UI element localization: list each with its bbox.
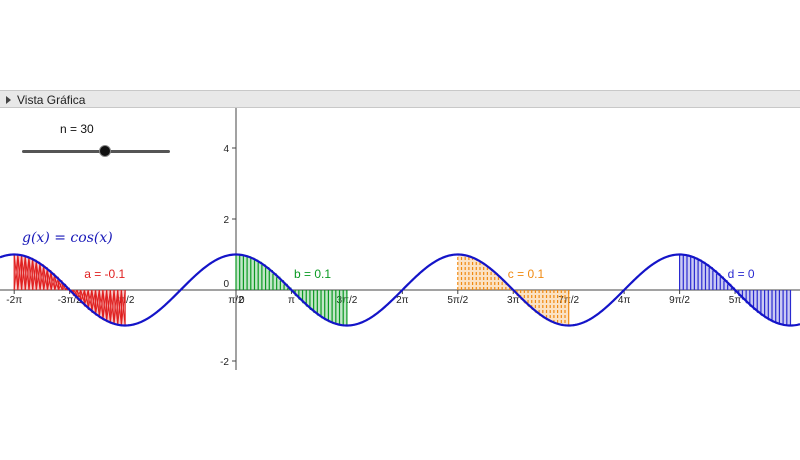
region-label[interactable]: a = -0.1 <box>84 267 125 281</box>
slider-knob[interactable] <box>99 145 112 157</box>
hatch-line <box>95 289 100 316</box>
y-tick-label: 4 <box>223 144 229 155</box>
hatch-line <box>91 289 97 313</box>
hatch-line <box>106 289 111 322</box>
x-tick-label: 9π/2 <box>669 295 690 306</box>
hatch-line <box>98 289 104 318</box>
hatch-line <box>54 277 60 291</box>
hatch-line <box>50 273 56 291</box>
x-tick-label: π <box>288 295 295 306</box>
function-equals: = <box>54 230 66 246</box>
x-tick-label: 4π <box>618 295 631 306</box>
x-tick-label: 0 <box>239 295 245 306</box>
hatch-line <box>109 289 115 324</box>
slider-track[interactable] <box>22 150 170 153</box>
cos-curve <box>0 253 800 327</box>
hatch-line <box>32 260 37 291</box>
hatch-line <box>13 254 19 291</box>
y-tick-label: 0 <box>223 279 229 290</box>
x-tick-label: 3π <box>507 295 520 306</box>
panel-title: Vista Gráfica <box>17 93 86 107</box>
function-expression: cos(x) <box>70 230 113 246</box>
y-tick-label: 2 <box>223 215 229 226</box>
x-tick-label: 2π <box>396 295 409 306</box>
function-name: g(x) <box>22 230 50 246</box>
x-tick-label: -2π <box>6 295 22 306</box>
function-label[interactable]: g(x) = cos(x) <box>22 230 113 246</box>
slider-n[interactable]: n = 30 <box>22 120 172 164</box>
region-label[interactable]: b = 0.1 <box>294 267 331 281</box>
hatch-line <box>17 254 23 291</box>
hatch-line <box>83 289 89 307</box>
hatch-line <box>58 280 63 291</box>
hatch-line <box>61 284 67 291</box>
slider-label: n = 30 <box>60 122 94 136</box>
graphics-view-titlebar[interactable]: Vista Gráfica <box>0 90 800 108</box>
hatch-line <box>113 289 119 325</box>
collapse-triangle-icon[interactable] <box>6 96 11 104</box>
hatch-line <box>46 270 52 291</box>
hatch-line <box>87 289 93 310</box>
x-tick-label: π/2 <box>228 295 244 306</box>
hatch-line <box>24 256 30 291</box>
hatch-line <box>117 289 122 326</box>
x-tick-label: -3π/2 <box>58 295 83 306</box>
x-tick-label: 5π <box>729 295 742 306</box>
hatch-line <box>43 267 48 291</box>
graphics-canvas[interactable]: -2π-3π/2-π/20π/2π3π/22π5π/23π7π/24π9π/25… <box>0 108 800 370</box>
hatch-line <box>120 289 126 326</box>
graphics-view: Vista Gráfica -2π-3π/2-π/20π/2π3π/22π5π/… <box>0 90 800 370</box>
hatch-line <box>102 289 108 320</box>
hatch-line <box>35 262 41 291</box>
plot-svg: -2π-3π/2-π/20π/2π3π/22π5π/23π7π/24π9π/25… <box>0 108 800 370</box>
region-label[interactable]: c = 0.1 <box>508 267 545 281</box>
region-label[interactable]: d = 0 <box>728 267 755 281</box>
hatch-line <box>21 255 26 291</box>
hatch-line <box>28 258 34 291</box>
y-tick-label: -2 <box>220 357 229 368</box>
x-tick-label: 5π/2 <box>447 295 468 306</box>
hatch-line <box>39 264 45 291</box>
